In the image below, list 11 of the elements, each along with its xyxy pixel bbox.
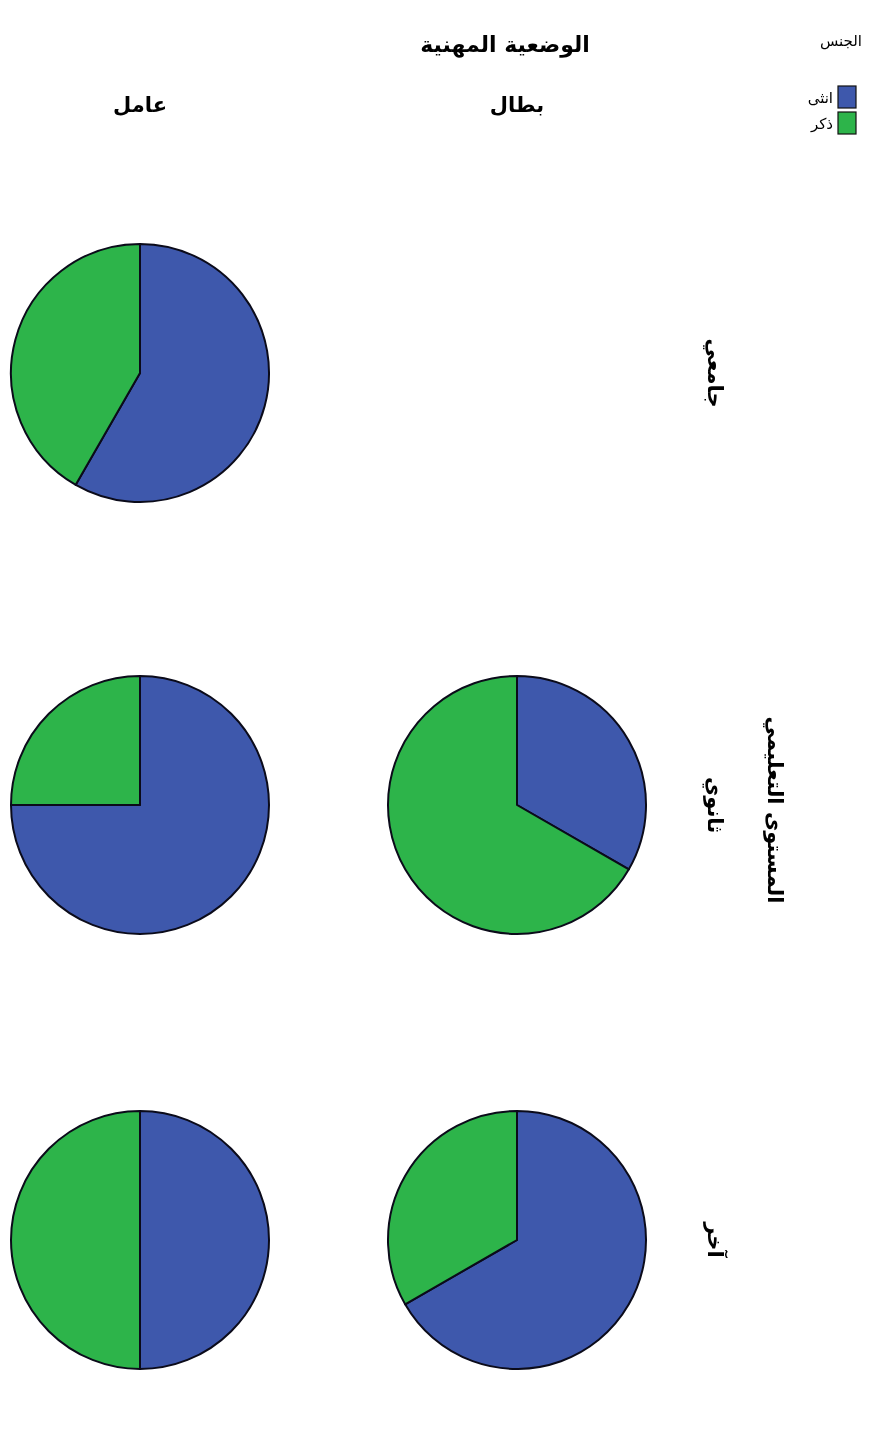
legend-title: الجنس bbox=[819, 32, 862, 50]
category-label: بطال bbox=[489, 93, 545, 117]
category-label: ثانوي bbox=[703, 776, 727, 834]
category-label: جامعي bbox=[703, 338, 727, 408]
legend-label: ذكر bbox=[809, 115, 833, 133]
legend-label: انثى bbox=[807, 89, 833, 107]
pie-slice bbox=[10, 675, 270, 935]
category-label: آخر bbox=[703, 1222, 727, 1258]
text: المستوى التعليمي bbox=[763, 716, 787, 904]
text: الوضعية المهنية bbox=[420, 32, 590, 58]
category-label: عامل bbox=[113, 93, 167, 117]
